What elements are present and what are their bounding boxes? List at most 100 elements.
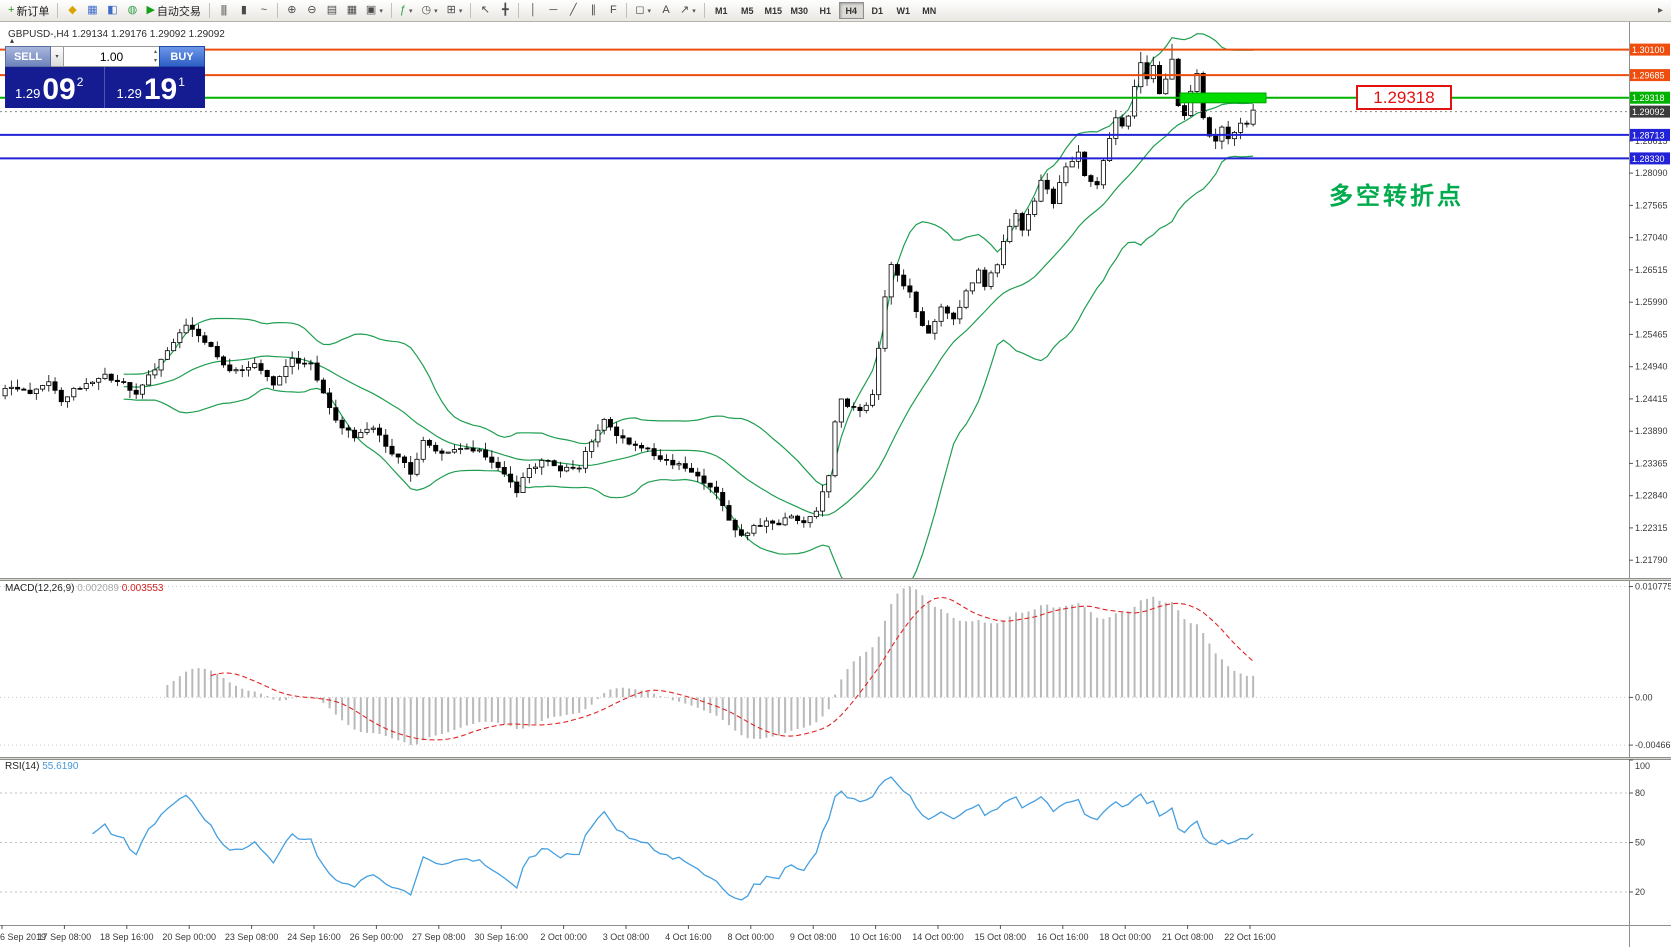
equidistant-channel-button[interactable]: ∥ <box>583 2 602 20</box>
profiles-button[interactable]: ▣ ▾ <box>362 2 387 20</box>
svg-text:1.27040: 1.27040 <box>1635 233 1668 243</box>
indicators-button[interactable]: ƒ ▾ <box>396 2 417 20</box>
bid-price-base: 1.29 <box>15 86 41 101</box>
svg-text:22 Oct 16:00: 22 Oct 16:00 <box>1224 932 1276 942</box>
buy-button[interactable]: BUY <box>159 46 205 67</box>
toolbar-separator <box>208 3 210 18</box>
toolbar: + 新订单 ◆ ▦ ◧ ◍ ▶ 自动交易 ||| ▮ ~ ⊕ ⊖ ▤ ▦ ▣ ▾ ƒ ▾ ◷ ▾ ⊞ ▾ ↖ ╋ │ ─ ╱ ∥ F ◻ ▾ A… <box>0 0 1671 22</box>
svg-text:50: 50 <box>1635 838 1645 848</box>
price-callout-label: 1.29318 <box>1356 85 1452 110</box>
timeframe-m5-button[interactable]: M5 <box>735 2 760 19</box>
one-click-collapse-icon[interactable]: ▴ <box>10 36 15 45</box>
data-window-icon: ◧ <box>107 4 117 16</box>
macd-indicator-label: MACD(12,26,9) 0.002089 0.003553 <box>5 583 163 594</box>
svg-text:16 Oct 16:00: 16 Oct 16:00 <box>1037 932 1089 942</box>
timeframe-mn-button[interactable]: MN <box>917 2 942 19</box>
ask-price: 1.29 19 1 <box>103 67 206 108</box>
arrow-tools-button[interactable]: ↗ ▾ <box>676 2 700 20</box>
navigator-button[interactable]: ◍ <box>122 2 141 20</box>
spin-up-icon[interactable]: ▴ <box>153 49 157 55</box>
svg-text:27 Sep 08:00: 27 Sep 08:00 <box>412 932 466 942</box>
timeframe-w1-button[interactable]: W1 <box>891 2 916 19</box>
timeframe-h4-button[interactable]: H4 <box>838 2 864 19</box>
chevron-down-icon: ▾ <box>379 7 383 15</box>
zoom-in-button[interactable]: ⊕ <box>282 2 301 20</box>
timeframe-m15-button[interactable]: M15 <box>761 2 786 19</box>
trade-controls-row: SELL ▾ 1.00 ▴ ▾ BUY <box>5 46 205 67</box>
svg-text:1.28090: 1.28090 <box>1635 168 1668 178</box>
volume-input[interactable]: 1.00 ▴ ▾ <box>64 46 159 67</box>
cursor-button[interactable]: ↖ <box>475 2 494 20</box>
volume-spinner[interactable]: ▴ ▾ <box>154 48 157 66</box>
autotrading-icon: ▶ <box>146 4 155 16</box>
svg-text:1.22840: 1.22840 <box>1635 491 1668 501</box>
zoom-out-icon: ⊖ <box>307 4 316 16</box>
data-window-button[interactable]: ◧ <box>102 2 121 20</box>
new-order-button[interactable]: + 新订单 <box>4 2 53 20</box>
bar-chart-button[interactable]: ||| <box>214 2 233 20</box>
horizontal-line-button[interactable]: ─ <box>543 2 562 20</box>
svg-text:1.21790: 1.21790 <box>1635 555 1668 565</box>
volume-dropdown-button[interactable]: ▾ <box>51 46 64 67</box>
tile-windows-button[interactable]: ▤ <box>322 2 341 20</box>
shapes-button[interactable]: ◻ ▾ <box>631 2 655 20</box>
svg-text:1.23365: 1.23365 <box>1635 458 1668 468</box>
chart-canvas[interactable]: 1.286151.280901.275651.270401.265151.259… <box>0 22 1671 947</box>
toolbar-separator <box>276 3 278 18</box>
bar-chart-icon: ||| <box>220 4 228 16</box>
timeframe-d1-button[interactable]: D1 <box>865 2 890 19</box>
vertical-line-button[interactable]: │ <box>523 2 542 20</box>
macd-signal-value: 0.003553 <box>121 583 164 594</box>
timeframe-m30-button[interactable]: M30 <box>787 2 812 19</box>
svg-text:1.29318: 1.29318 <box>1632 93 1665 103</box>
quotes-button[interactable]: ◆ <box>62 2 81 20</box>
text-button[interactable]: A <box>656 2 675 20</box>
candlestick-chart-button[interactable]: ▮ <box>234 2 253 20</box>
chevron-down-icon: ▾ <box>692 7 696 15</box>
toolbar-separator <box>626 3 628 18</box>
svg-text:-0.004668: -0.004668 <box>1635 740 1671 750</box>
templates-button[interactable]: ⊞ ▾ <box>443 2 467 20</box>
vertical-line-icon: │ <box>529 4 537 16</box>
symbol-label: GBPUSD-,H4 <box>8 29 70 40</box>
svg-text:1.28713: 1.28713 <box>1632 130 1665 140</box>
svg-text:1.30100: 1.30100 <box>1632 45 1665 55</box>
timeframe-h1-button[interactable]: H1 <box>813 2 838 19</box>
svg-text:1.25990: 1.25990 <box>1635 297 1668 307</box>
arrow-tools-icon: ↗ <box>679 4 689 16</box>
market-watch-button[interactable]: ▦ <box>82 2 101 20</box>
svg-text:1.28330: 1.28330 <box>1632 154 1665 164</box>
autotrading-button[interactable]: ▶ 自动交易 <box>142 2 204 20</box>
crosshair-button[interactable]: ╋ <box>495 2 514 20</box>
chevron-down-icon: ▾ <box>647 7 651 15</box>
auto-arrange-icon: ▦ <box>346 4 357 16</box>
turning-point-note: 多空转折点 <box>1329 183 1464 210</box>
svg-text:4 Oct 16:00: 4 Oct 16:00 <box>665 932 712 942</box>
timeframe-m1-button[interactable]: M1 <box>709 2 734 19</box>
new-order-icon: + <box>8 4 15 16</box>
spin-down-icon[interactable]: ▾ <box>153 58 157 64</box>
svg-text:15 Oct 08:00: 15 Oct 08:00 <box>975 932 1027 942</box>
svg-text:80: 80 <box>1635 788 1645 798</box>
zoom-out-button[interactable]: ⊖ <box>302 2 321 20</box>
svg-text:18 Sep 16:00: 18 Sep 16:00 <box>100 932 154 942</box>
trendline-button[interactable]: ╱ <box>563 2 582 20</box>
timeframe-group: M1 M5 M15 M30 H1 H4 D1 W1 MN <box>709 2 942 19</box>
svg-text:0.00: 0.00 <box>1635 692 1653 702</box>
fibonacci-button[interactable]: F <box>603 2 622 20</box>
line-chart-button[interactable]: ~ <box>254 2 273 20</box>
profiles-icon: ▣ <box>365 4 376 16</box>
svg-text:23 Sep 08:00: 23 Sep 08:00 <box>225 932 279 942</box>
svg-text:17 Sep 08:00: 17 Sep 08:00 <box>38 932 92 942</box>
ask-price-pips: 19 <box>143 73 178 106</box>
period-icon: ◷ <box>421 4 431 16</box>
sell-button[interactable]: SELL <box>5 46 51 67</box>
auto-arrange-button[interactable]: ▦ <box>342 2 361 20</box>
autotrading-button-label: 自动交易 <box>156 5 201 18</box>
candlestick-chart-icon: ▮ <box>240 4 247 16</box>
period-button[interactable]: ◷ ▾ <box>417 2 441 20</box>
toolbar-overflow-chevron[interactable]: ▸ <box>1657 5 1663 16</box>
svg-text:1.29685: 1.29685 <box>1632 71 1665 81</box>
ask-price-base: 1.29 <box>116 86 142 101</box>
